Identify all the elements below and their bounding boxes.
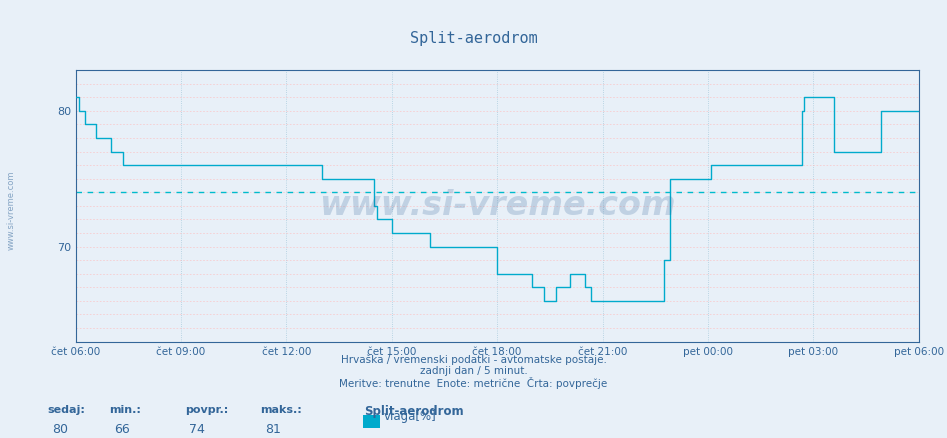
Text: Split-aerodrom: Split-aerodrom [410, 31, 537, 46]
Text: povpr.:: povpr.: [185, 405, 228, 415]
Text: 80: 80 [52, 423, 68, 436]
Text: Hrvaška / vremenski podatki - avtomatske postaje.: Hrvaška / vremenski podatki - avtomatske… [341, 355, 606, 365]
Text: www.si-vreme.com: www.si-vreme.com [7, 170, 16, 250]
Text: Meritve: trenutne  Enote: metrične  Črta: povprečje: Meritve: trenutne Enote: metrične Črta: … [339, 377, 608, 389]
Text: zadnji dan / 5 minut.: zadnji dan / 5 minut. [420, 366, 527, 376]
Text: min.:: min.: [109, 405, 141, 415]
Text: 66: 66 [114, 423, 130, 436]
Text: Split-aerodrom: Split-aerodrom [365, 405, 464, 418]
Text: maks.:: maks.: [260, 405, 302, 415]
Text: www.si-vreme.com: www.si-vreme.com [319, 189, 675, 223]
Text: 81: 81 [265, 423, 281, 436]
Text: 74: 74 [189, 423, 205, 436]
Text: vlaga[%]: vlaga[%] [384, 410, 437, 424]
Text: sedaj:: sedaj: [47, 405, 85, 415]
